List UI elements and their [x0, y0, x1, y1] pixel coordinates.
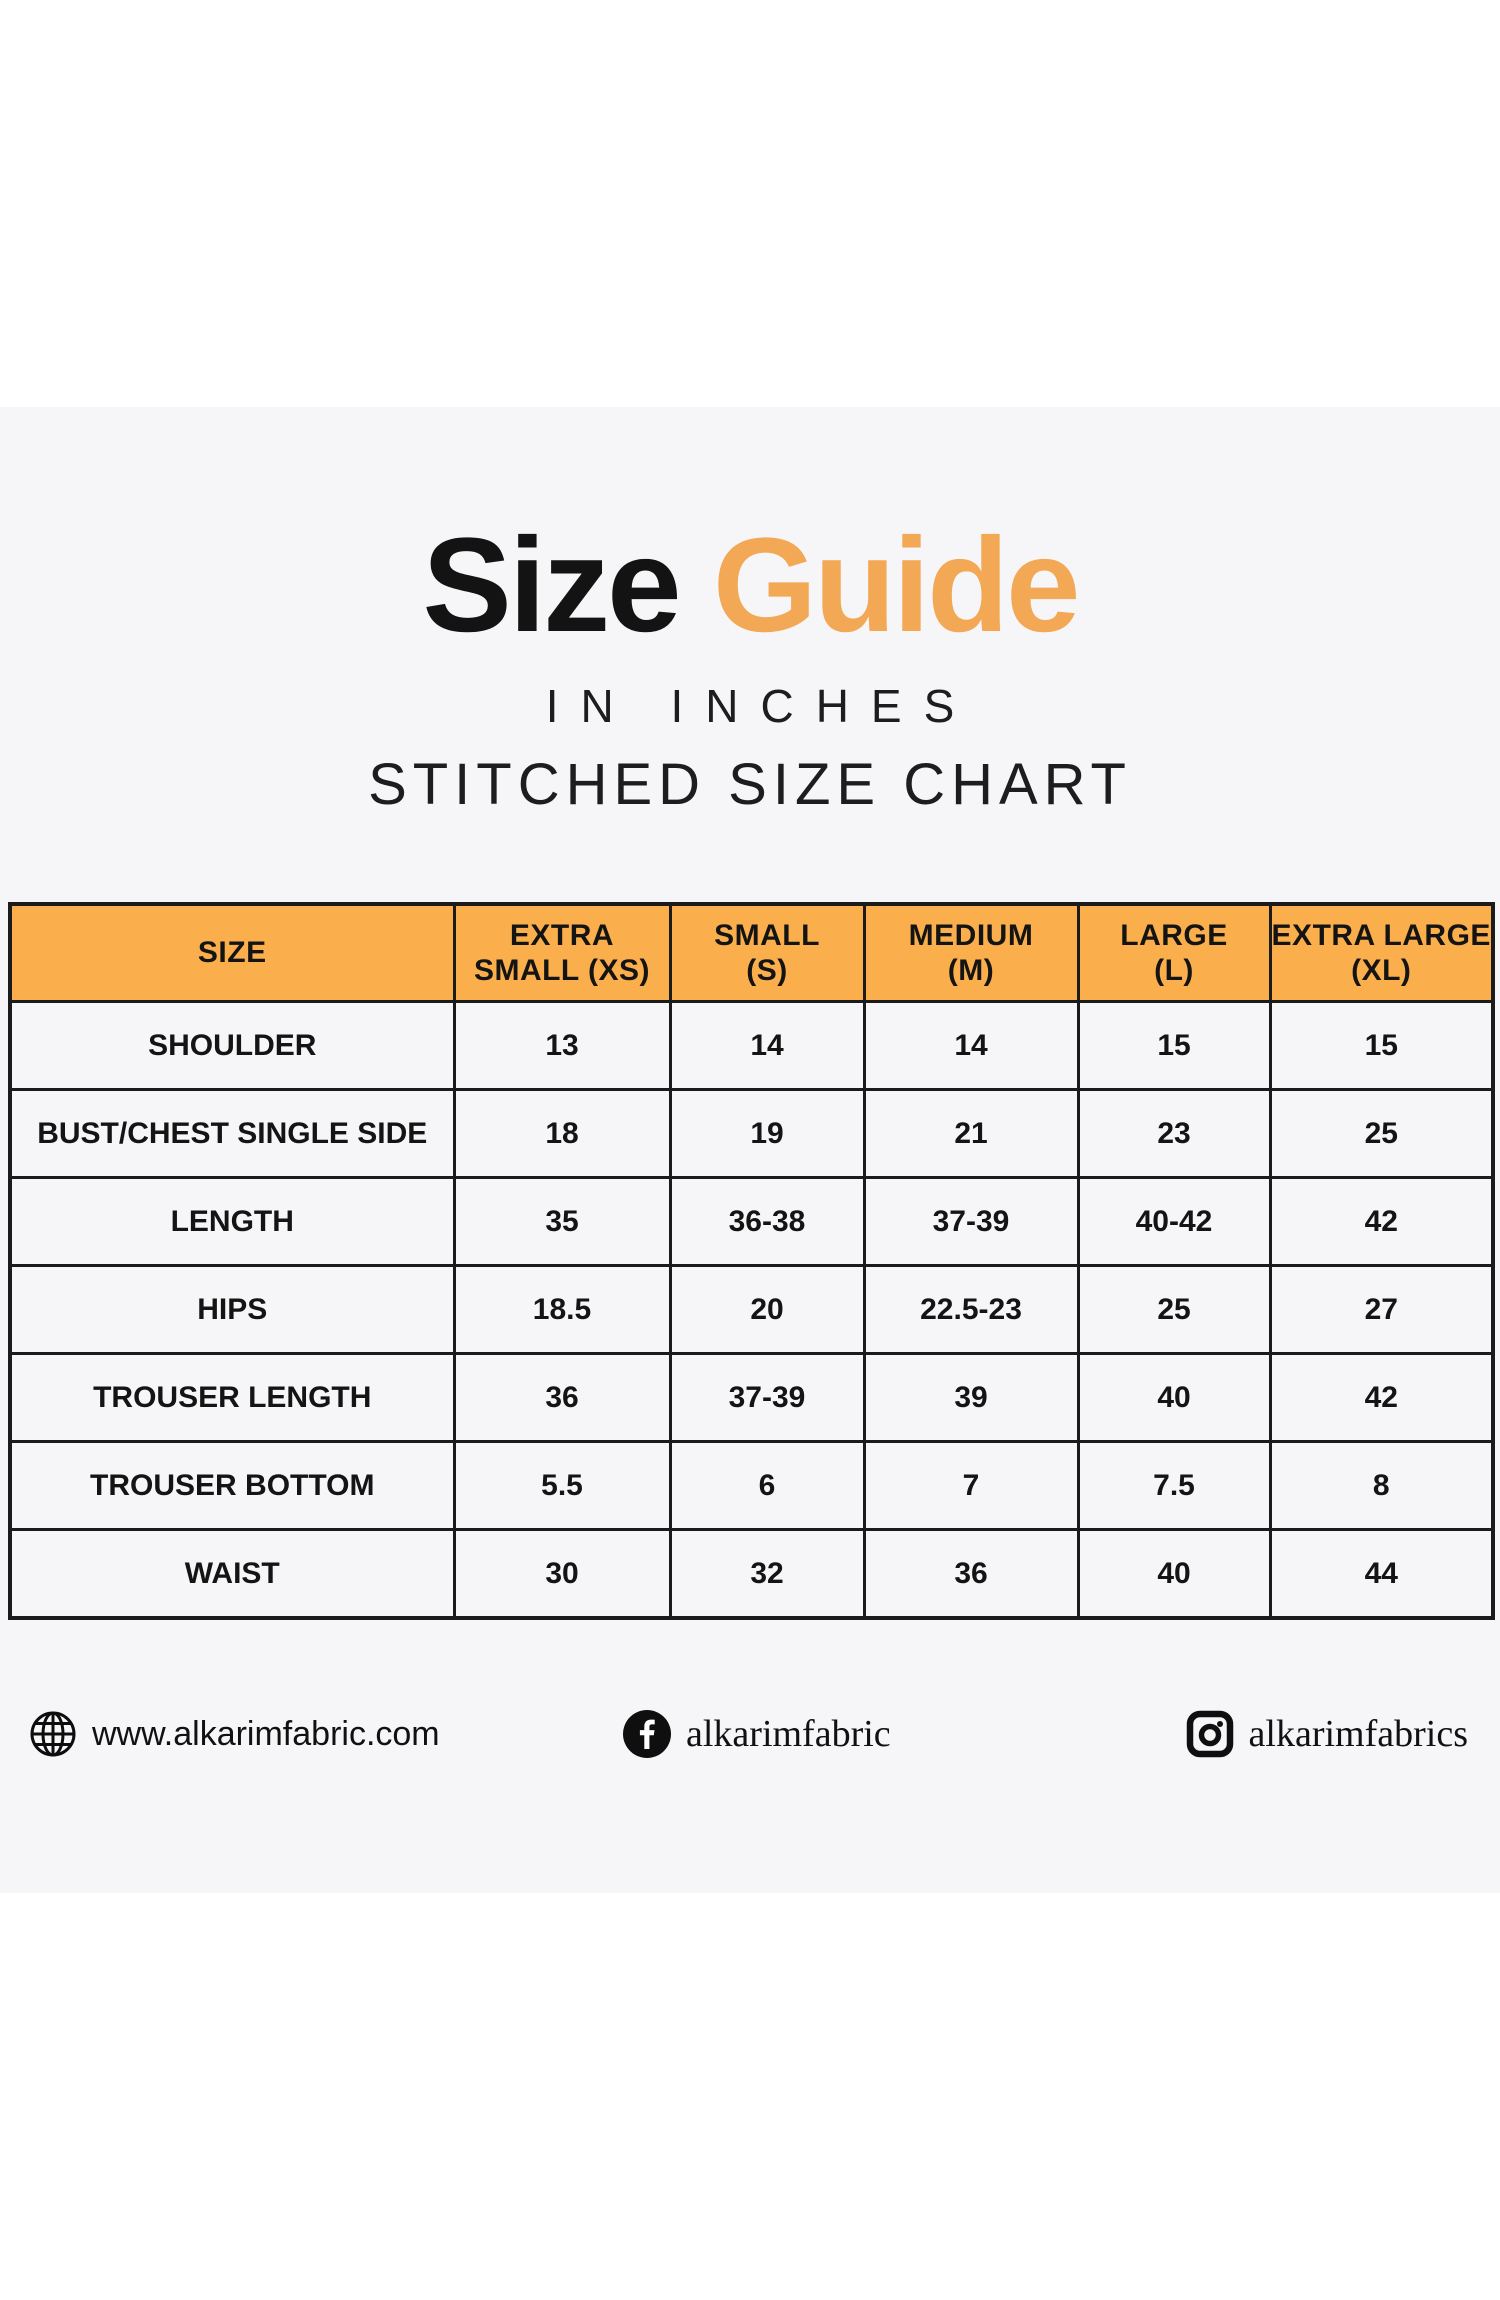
col-header-large: LARGE (L) — [1076, 902, 1272, 1003]
col-header-medium: MEDIUM (M) — [862, 902, 1080, 1003]
size-value-cell: 8 — [1268, 1440, 1495, 1531]
size-value-cell: 20 — [668, 1264, 866, 1355]
page-title: Size Guide — [0, 519, 1500, 653]
size-value-cell: 22.5-23 — [862, 1264, 1080, 1355]
size-value-cell: 25 — [1268, 1088, 1495, 1179]
title-block: Size Guide IN INCHES STITCHED SIZE CHART — [0, 407, 1500, 818]
content-band: Size Guide IN INCHES STITCHED SIZE CHART… — [0, 407, 1500, 1893]
subtitle-in-inches: IN INCHES — [545, 680, 977, 732]
table-row: HIPS 18.5 20 22.5-23 25 27 — [8, 1264, 1495, 1355]
size-value-cell: 21 — [862, 1088, 1080, 1179]
size-value-cell: 40-42 — [1076, 1176, 1272, 1267]
measurement-label: BUST/CHEST SINGLE SIDE — [8, 1088, 456, 1179]
col-header-extra-large: EXTRA LARGE (XL) — [1268, 902, 1495, 1003]
size-value-cell: 13 — [452, 1000, 672, 1091]
size-value-cell: 36-38 — [668, 1176, 866, 1267]
size-value-cell: 15 — [1076, 1000, 1272, 1091]
size-value-cell: 42 — [1268, 1176, 1495, 1267]
col-header-small: SMALL (S) — [668, 902, 866, 1003]
website-url: www.alkarimfabric.com — [92, 1714, 440, 1753]
size-value-cell: 39 — [862, 1352, 1080, 1443]
title-word-guide: Guide — [712, 511, 1081, 660]
measurement-label: LENGTH — [8, 1176, 456, 1267]
size-value-cell: 42 — [1268, 1352, 1495, 1443]
instagram-link[interactable]: alkarimfabrics — [1185, 1709, 1468, 1759]
measurement-label: WAIST — [8, 1528, 456, 1620]
title-word-size: Size — [422, 511, 681, 660]
measurement-label: HIPS — [8, 1264, 456, 1355]
size-value-cell: 7 — [862, 1440, 1080, 1531]
table-header-row: SIZE EXTRA SMALL (XS) SMALL (S) MEDIUM (… — [8, 902, 1495, 1003]
size-chart-table: SIZE EXTRA SMALL (XS) SMALL (S) MEDIUM (… — [8, 902, 1495, 1620]
table-row: TROUSER LENGTH 36 37-39 39 40 42 — [8, 1352, 1495, 1443]
size-value-cell: 7.5 — [1076, 1440, 1272, 1531]
size-value-cell: 6 — [668, 1440, 866, 1531]
size-value-cell: 15 — [1268, 1000, 1495, 1091]
size-value-cell: 35 — [452, 1176, 672, 1267]
facebook-handle: alkarimfabric — [686, 1713, 891, 1755]
facebook-link[interactable]: alkarimfabric — [622, 1709, 891, 1759]
size-value-cell: 40 — [1076, 1528, 1272, 1620]
table-row: TROUSER BOTTOM 5.5 6 7 7.5 8 — [8, 1440, 1495, 1531]
measurement-label: SHOULDER — [8, 1000, 456, 1091]
facebook-icon — [622, 1709, 672, 1759]
size-value-cell: 36 — [452, 1352, 672, 1443]
size-value-cell: 37-39 — [862, 1176, 1080, 1267]
measurement-label: TROUSER LENGTH — [8, 1352, 456, 1443]
col-header-size: SIZE — [8, 902, 456, 1003]
table-row: WAIST 30 32 36 40 44 — [8, 1528, 1495, 1620]
size-value-cell: 14 — [668, 1000, 866, 1091]
table-row: BUST/CHEST SINGLE SIDE 18 19 21 23 25 — [8, 1088, 1495, 1179]
measurement-label: TROUSER BOTTOM — [8, 1440, 456, 1531]
size-value-cell: 27 — [1268, 1264, 1495, 1355]
instagram-icon — [1185, 1709, 1235, 1759]
size-value-cell: 25 — [1076, 1264, 1272, 1355]
col-header-extra-small: EXTRA SMALL (XS) — [452, 902, 672, 1003]
size-value-cell: 32 — [668, 1528, 866, 1620]
size-value-cell: 14 — [862, 1000, 1080, 1091]
size-value-cell: 36 — [862, 1528, 1080, 1620]
size-value-cell: 18.5 — [452, 1264, 672, 1355]
size-value-cell: 18 — [452, 1088, 672, 1179]
globe-icon — [28, 1709, 78, 1759]
size-value-cell: 44 — [1268, 1528, 1495, 1620]
size-value-cell: 40 — [1076, 1352, 1272, 1443]
size-value-cell: 23 — [1076, 1088, 1272, 1179]
size-value-cell: 30 — [452, 1528, 672, 1620]
website-link[interactable]: www.alkarimfabric.com — [28, 1709, 440, 1759]
table-row: SHOULDER 13 14 14 15 15 — [8, 1000, 1495, 1091]
size-value-cell: 19 — [668, 1088, 866, 1179]
size-value-cell: 37-39 — [668, 1352, 866, 1443]
size-value-cell: 5.5 — [452, 1440, 672, 1531]
subtitle-stitched-size-chart: STITCHED SIZE CHART — [368, 752, 1132, 817]
instagram-handle: alkarimfabrics — [1248, 1713, 1468, 1755]
table-row: LENGTH 35 36-38 37-39 40-42 42 — [8, 1176, 1495, 1267]
